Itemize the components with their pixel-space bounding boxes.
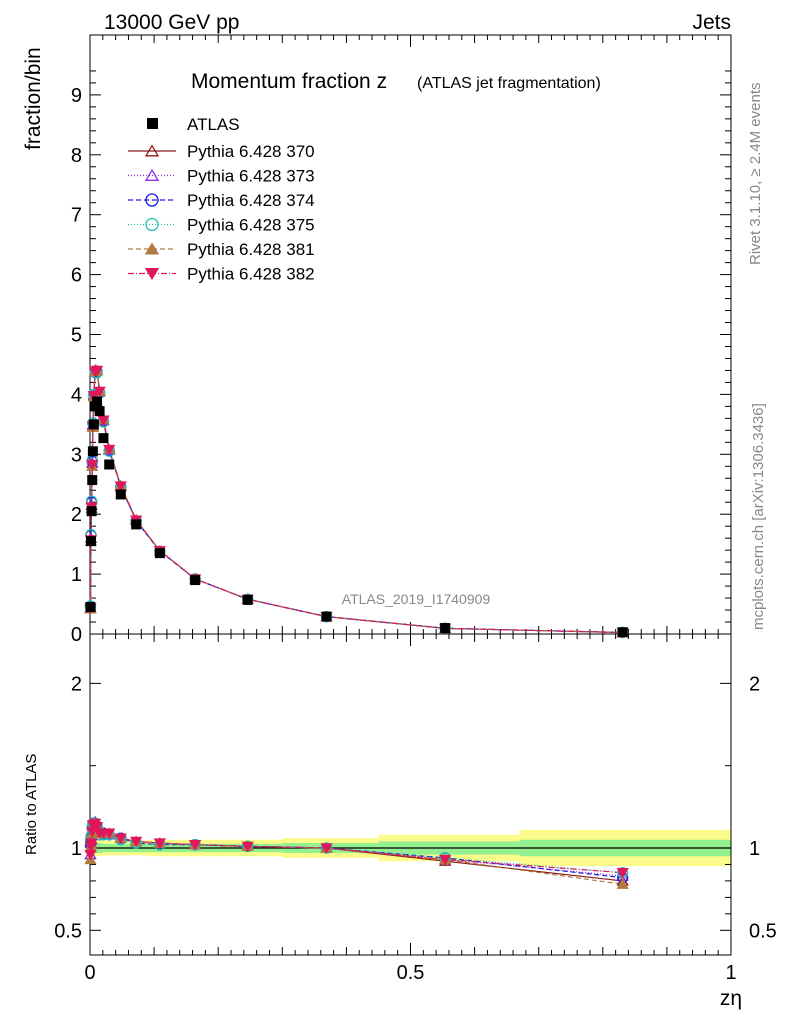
- atlas-data-point: [88, 419, 99, 430]
- ratio-series-marker: [616, 868, 629, 879]
- legend-marker: [145, 193, 159, 207]
- atlas-data-point: [92, 396, 103, 407]
- ratio-series-marker: [320, 843, 333, 854]
- legend-label: Pythia 6.428 370: [187, 142, 315, 161]
- x-axis-label: zη: [720, 987, 742, 1010]
- main-subtitle: (ATLAS jet fragmentation): [417, 75, 601, 92]
- main-y-tick-label: 1: [71, 564, 82, 586]
- ratio-series-marker: [153, 838, 167, 849]
- legend-marker: [144, 268, 160, 281]
- legend-label: Pythia 6.428 374: [187, 191, 315, 210]
- atlas-data-point: [190, 575, 201, 586]
- atlas-data-point: [85, 602, 96, 613]
- main-y-tick-label: 8: [71, 145, 82, 167]
- main-y-tick-label: 2: [71, 504, 82, 526]
- atlas-data-point: [94, 406, 105, 417]
- main-y-tick-label: 6: [71, 265, 82, 287]
- ratio-series-marker: [114, 833, 127, 844]
- main-title: Momentum fraction z: [191, 70, 387, 93]
- main-y-tick-label: 9: [71, 85, 82, 107]
- ratio-y-tick-label-right: 2: [749, 673, 760, 695]
- ratio-y-tick-label-left: 1: [71, 838, 82, 860]
- atlas-data-point: [321, 611, 332, 622]
- atlas-data-point: [104, 459, 115, 470]
- atlas-data-point: [115, 489, 126, 500]
- ratio-series-marker: [616, 878, 629, 889]
- main-y-tick-label: 3: [71, 444, 82, 466]
- atlas-data-point: [154, 548, 165, 559]
- main-y-axis-label: fraction/bin: [22, 47, 45, 150]
- main-series-marker: [90, 365, 104, 377]
- atlas-data-point: [87, 446, 98, 457]
- main-series-marker: [103, 444, 116, 456]
- main-y-tick-label: 0: [71, 624, 82, 646]
- rivet-version-label: Rivet 3.1.10, ≥ 2.4M events: [747, 83, 764, 266]
- ratio-series-marker: [241, 841, 254, 853]
- main-series-marker: [114, 481, 127, 492]
- atlas-data-point: [87, 475, 98, 486]
- ratio-panel: Ratio to ATLAS zη 0 0.5 10.5 0.51 12 2: [23, 633, 777, 1010]
- main-y-tick-label: 7: [71, 205, 82, 227]
- x-tick-label: 1: [725, 962, 736, 984]
- legend-label: Pythia 6.428 373: [187, 167, 315, 186]
- ratio-series-marker: [188, 840, 202, 851]
- ratio-y-axis-label: Ratio to ATLAS: [23, 754, 40, 855]
- x-tick-label: 0: [84, 962, 95, 984]
- atlas-data-point: [440, 623, 451, 634]
- main-series-marker: [93, 386, 106, 398]
- ratio-y-tick-label-left: 2: [71, 673, 82, 695]
- legend-label: ATLAS: [187, 115, 240, 134]
- atlas-data-point: [86, 506, 97, 517]
- main-y-tick-label: 4: [71, 384, 82, 406]
- ratio-series-marker: [130, 836, 143, 848]
- legend-marker: [144, 144, 160, 157]
- main-series-marker: [87, 390, 100, 402]
- ratio-series-marker: [85, 838, 98, 849]
- legend-marker: [145, 217, 159, 232]
- header-energy-label: 13000 GeV pp: [104, 11, 239, 34]
- main-y-tick-label: 5: [71, 325, 82, 347]
- atlas-data-point: [98, 433, 109, 444]
- legend-label: Pythia 6.428 381: [187, 240, 315, 259]
- ratio-y-tick-label-right: 1: [749, 838, 760, 860]
- atlas-data-point: [85, 536, 96, 547]
- atlas-data-point: [131, 519, 142, 530]
- analysis-label: ATLAS_2019_I1740909: [342, 591, 491, 607]
- main-panel: fraction/bin Momentum fraction z (ATLAS …: [22, 34, 732, 646]
- legend-label: Pythia 6.428 375: [187, 216, 315, 235]
- ratio-y-tick-label-left: 0.5: [54, 920, 82, 942]
- legend-atlas-marker: [147, 118, 158, 129]
- legend-label: Pythia 6.428 382: [187, 265, 315, 284]
- ratio-series-marker: [103, 828, 116, 839]
- ratio-series-marker: [438, 854, 452, 866]
- atlas-data-point: [617, 627, 628, 638]
- source-reference-label: mcplots.cern.ch [arXiv:1306.3436]: [750, 403, 767, 630]
- ratio-y-tick-label-right: 0.5: [749, 920, 777, 942]
- ratio-series-marker: [90, 821, 104, 833]
- atlas-data-point: [242, 594, 253, 605]
- main-series-marker: [86, 459, 99, 471]
- legend-marker: [144, 168, 160, 181]
- header-process-label: Jets: [692, 11, 731, 34]
- legend: ATLAS Pythia 6.428 370 Pythia 6.428 373 Pyt…: [128, 115, 315, 284]
- legend-marker: [144, 242, 160, 255]
- ratio-frame: [89, 633, 732, 956]
- x-tick-label: 0.5: [397, 962, 425, 984]
